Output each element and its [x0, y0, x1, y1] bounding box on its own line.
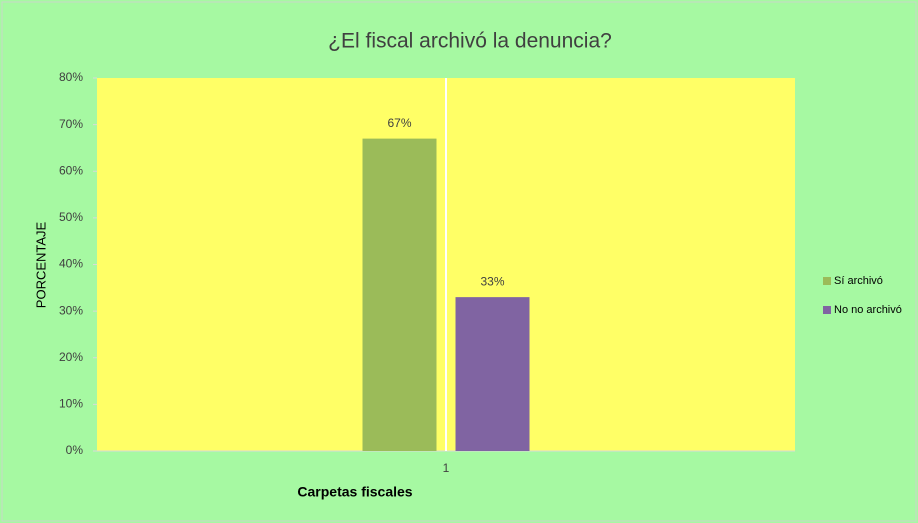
chart-title: ¿El fiscal archivó la denuncia? — [328, 30, 612, 53]
legend-label: No no archivó — [834, 304, 902, 316]
legend-swatch — [823, 277, 831, 285]
x-axis-title: Carpetas fiscales — [297, 484, 412, 500]
y-tick-label: 30% — [59, 303, 83, 317]
y-tick-label: 80% — [59, 70, 83, 84]
y-tick-label: 50% — [59, 210, 83, 224]
y-tick-label: 70% — [59, 117, 83, 131]
y-tick-label: 20% — [59, 350, 83, 364]
bar — [362, 138, 437, 452]
y-axis-title: PORCENTAJE — [33, 221, 48, 308]
y-tick-label: 40% — [59, 257, 83, 271]
bar — [455, 297, 530, 451]
x-tick-label: 1 — [443, 461, 450, 475]
y-tick-label: 60% — [59, 163, 83, 177]
legend-label: Sí archivó — [834, 275, 883, 287]
data-label: 67% — [387, 116, 411, 130]
y-tick-label: 0% — [66, 443, 84, 457]
legend-swatch — [823, 306, 831, 314]
y-tick-label: 10% — [59, 397, 83, 411]
data-label: 33% — [480, 274, 504, 288]
